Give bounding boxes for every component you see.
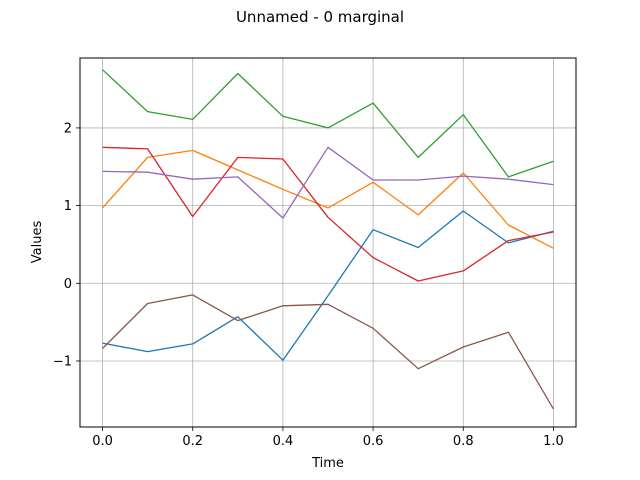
axis-ticks: 0.0 0.2 0.4 0.6 0.8 1.0 −1 0 1 2 (53, 121, 564, 449)
series-line-1 (102, 210, 554, 361)
series-line-2 (102, 149, 554, 249)
x-tick-label: 0.4 (273, 434, 294, 449)
x-tick-label: 0.2 (182, 434, 203, 449)
series-line-5 (102, 146, 554, 219)
x-tick-label: 0.8 (453, 434, 474, 449)
y-tick-label: 0 (64, 277, 72, 292)
y-tick-label: 1 (64, 199, 72, 214)
x-axis-label: Time (311, 456, 344, 471)
y-tick-label: −1 (53, 354, 72, 369)
y-axis-label: Values (30, 221, 45, 264)
series-lines (102, 69, 555, 410)
plot-frame (79, 57, 577, 428)
series-line-6 (102, 294, 555, 410)
chart-title: Unnamed - 0 marginal (236, 8, 404, 26)
y-tick-label: 2 (64, 121, 72, 136)
x-tick-label: 0.6 (363, 434, 384, 449)
series-line-4 (102, 146, 554, 282)
series-line-3 (102, 69, 554, 178)
x-tick-label: 0.0 (92, 434, 113, 449)
x-tick-label: 1.0 (543, 434, 564, 449)
